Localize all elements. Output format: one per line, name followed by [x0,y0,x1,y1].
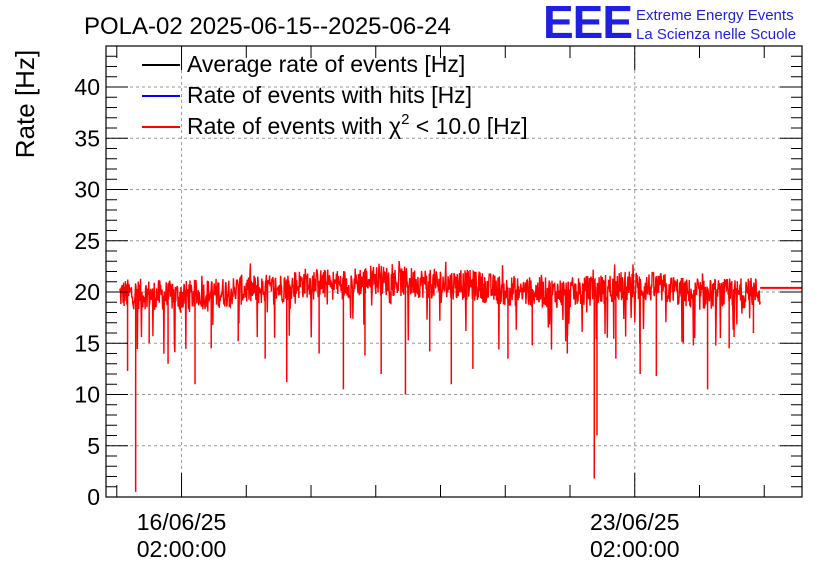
logo-line-1: Extreme Energy Events [636,7,794,24]
y-tick-label: 15 [74,330,100,356]
logo-line-2: La Scienza nelle Scuole [636,26,796,43]
y-tick-label: 40 [74,74,100,100]
y-tick-label: 30 [74,177,100,203]
legend: Average rate of events [Hz] Rate of event… [142,51,528,139]
data-series [118,260,802,492]
x-tick-date-label: 23/06/25 [590,509,680,535]
y-tick-label: 5 [87,433,100,459]
legend-entry-label: Average rate of events [Hz] [187,51,465,77]
series-line-chi2-rate [118,260,761,354]
x-tick-time-label: 02:00:00 [590,536,680,562]
y-tick-label: 20 [74,279,100,305]
y-axis-label: Rate [Hz] [10,50,40,158]
y-tick-label: 25 [74,228,100,254]
chart-title: POLA-02 2025-06-15--2025-06-24 [84,13,451,40]
y-tick-label: 10 [74,382,100,408]
y-tick-label: 35 [74,125,100,151]
legend-entry-label: Rate of events with hits [Hz] [187,82,472,108]
x-tick-time-label: 02:00:00 [137,536,227,562]
x-tick-date-label: 16/06/25 [137,509,227,535]
logo-mark: EEE [543,0,632,48]
y-axis-ticks: 0 5 10 15 20 25 30 35 40 [74,45,802,510]
y-tick-label: 0 [87,484,100,510]
eee-logo: EEE Extreme Energy Events La Scienza nel… [543,0,796,48]
legend-entry-label: Rate of events with χ2 < 10.0 [Hz] [187,111,528,139]
